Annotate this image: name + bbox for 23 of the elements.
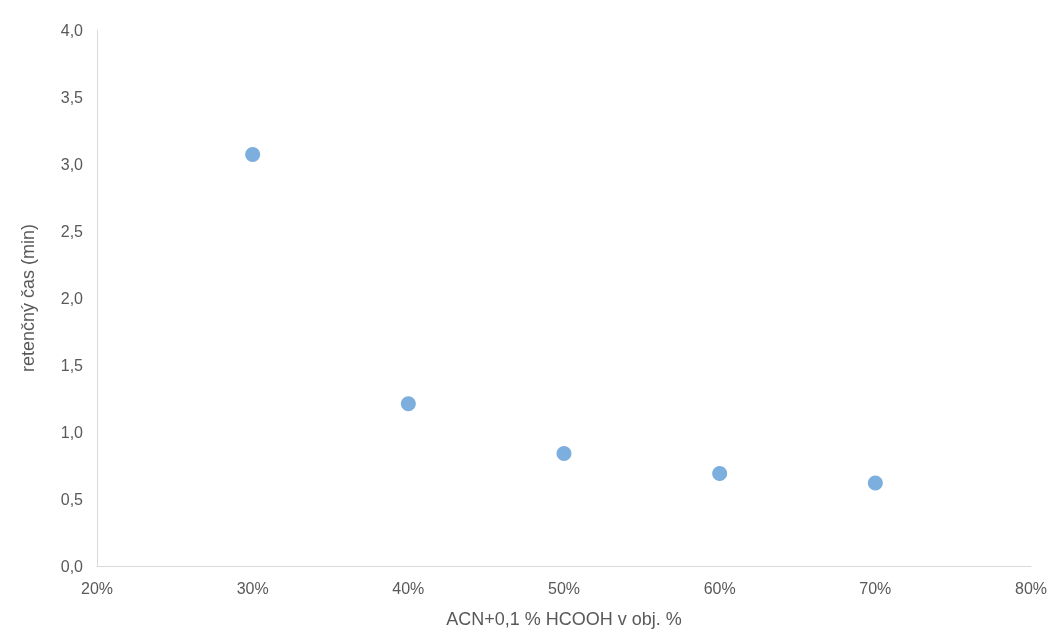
x-tick-label: 60%: [703, 579, 736, 597]
point: [867, 475, 883, 491]
x-tick-label: 70%: [859, 579, 892, 597]
y-tick-label: 1,5: [60, 356, 84, 374]
x-tick-label: 50%: [547, 579, 581, 597]
y-tick-label: 0,5: [60, 490, 84, 508]
y-tick-label: 0,0: [60, 557, 84, 575]
x-tick-label: 40%: [392, 579, 425, 597]
x-axis-title: ACN+0,1 % HCOOH v obj. %: [446, 609, 682, 629]
point: [245, 147, 261, 163]
point: [400, 396, 416, 412]
y-tick-label: 3,0: [60, 155, 84, 173]
x-tick-label: 30%: [236, 579, 269, 597]
point: [556, 445, 572, 461]
point: [712, 466, 728, 482]
y-tick-label: 4,0: [60, 21, 84, 39]
y-tick-label: 1,0: [60, 423, 84, 441]
y-tick-label: 3,5: [60, 88, 84, 106]
y-tick-label: 2,0: [60, 289, 84, 307]
y-tick-label: 2,5: [60, 222, 84, 240]
x-tick-label: 80%: [1014, 579, 1048, 597]
y-axis-title: retenčný čas (min): [18, 223, 38, 373]
x-tick-label: 20%: [80, 579, 114, 597]
